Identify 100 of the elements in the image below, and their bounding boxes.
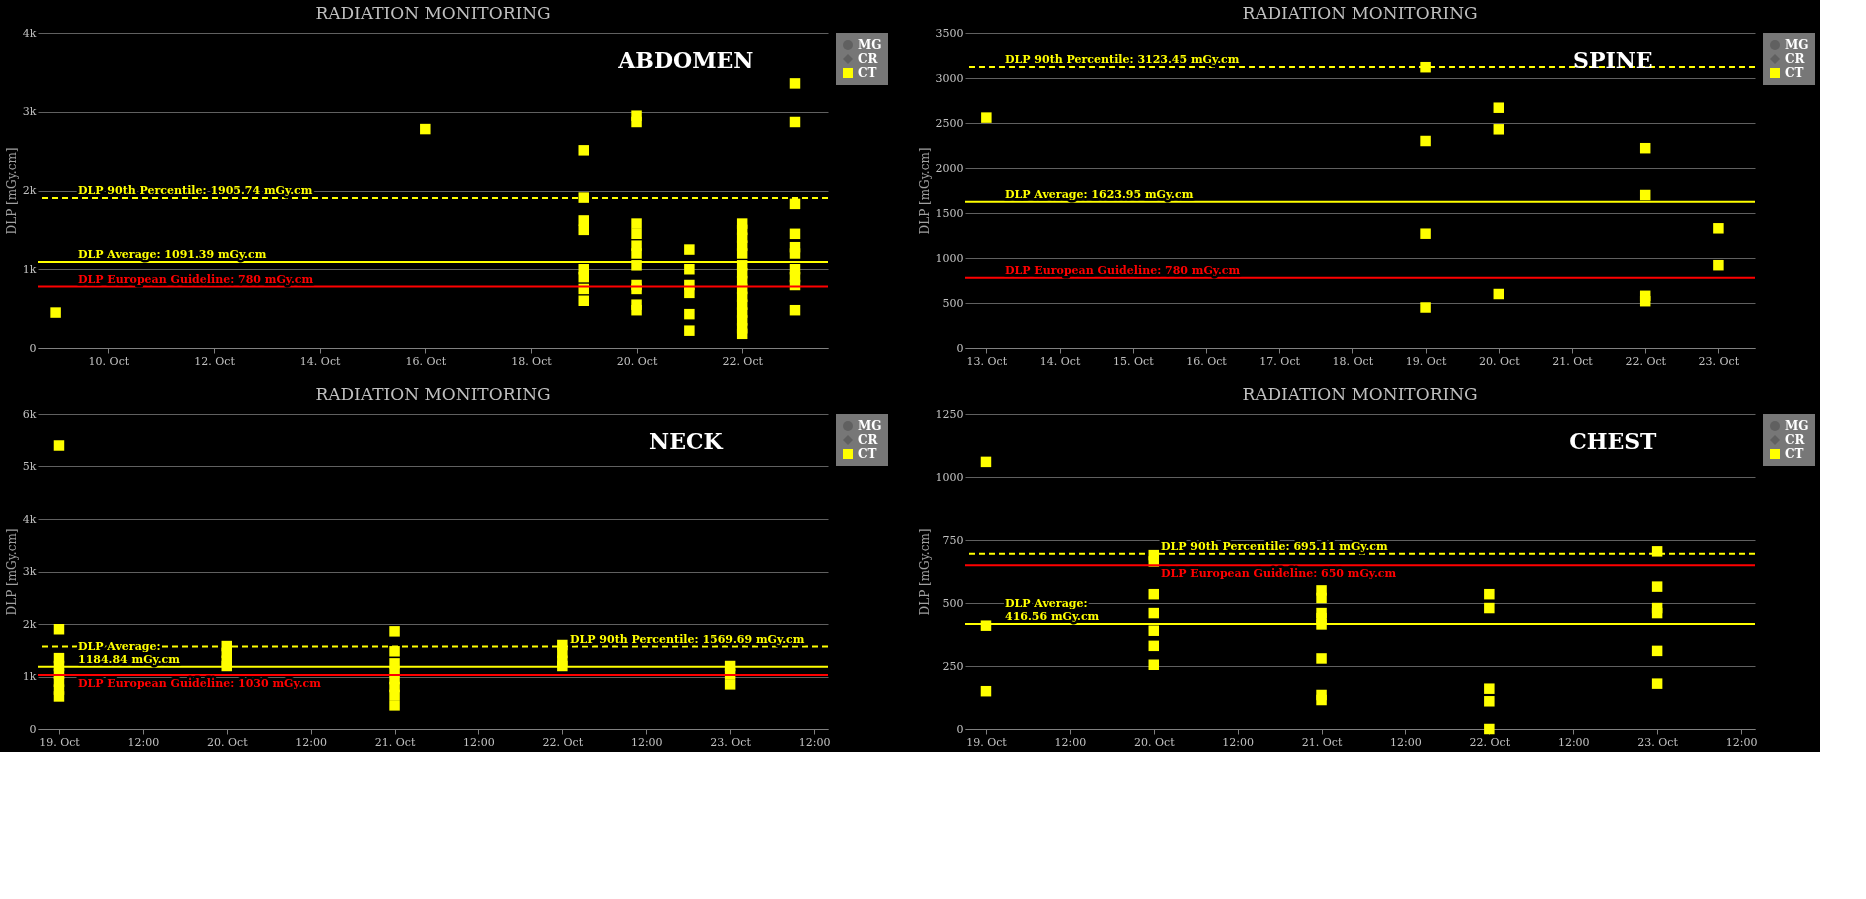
- annotation: ABDOMEN: [617, 47, 754, 73]
- point: [578, 295, 589, 306]
- annotation: NECK: [649, 428, 724, 454]
- point: [684, 287, 695, 299]
- point: [1148, 625, 1160, 636]
- point: [53, 624, 65, 635]
- point: [1316, 653, 1327, 664]
- x-tick-label: 17. Oct: [1259, 354, 1301, 368]
- y-tick-label: 0: [29, 341, 37, 355]
- chart-title: RADIATION MONITORING: [315, 384, 551, 404]
- x-tick-label: 22. Oct: [722, 354, 764, 368]
- point: [1316, 592, 1327, 604]
- point: [1148, 659, 1160, 670]
- x-tick-label: 12:00: [630, 735, 663, 749]
- y-tick-label: 1k: [22, 262, 37, 276]
- point: [50, 307, 61, 318]
- x-tick-label: 12. Oct: [194, 354, 236, 368]
- legend-label: CT: [1785, 447, 1804, 461]
- point: [53, 691, 65, 702]
- ref-line-label: DLP European Guideline: 1030 mGy.cm: [78, 676, 322, 690]
- point: [1651, 607, 1663, 619]
- x-tick-label: 23. Oct: [1698, 354, 1740, 368]
- y-tick-label: 1250: [935, 407, 964, 421]
- point: [1493, 102, 1505, 113]
- point: [389, 646, 400, 657]
- point: [631, 116, 642, 128]
- point: [389, 689, 400, 701]
- y-tick-label: 1000: [935, 251, 964, 265]
- point: [789, 198, 801, 210]
- point: [1493, 124, 1505, 135]
- point: [631, 228, 642, 240]
- x-tick-label: 22. Oct: [1625, 354, 1667, 368]
- legend-label: CR: [1785, 433, 1806, 447]
- x-tick-label: 18. Oct: [511, 354, 553, 368]
- point: [1651, 678, 1663, 689]
- point: [789, 228, 801, 240]
- y-tick-label: 0: [956, 341, 964, 355]
- x-tick-label: 12:00: [295, 735, 328, 749]
- x-tick-label: 20. Oct: [616, 354, 658, 368]
- x-tick-label: 20. Oct: [1478, 354, 1521, 368]
- point: [981, 112, 992, 123]
- point: [578, 215, 589, 226]
- point: [1148, 588, 1160, 600]
- annotation: CHEST: [1569, 428, 1658, 454]
- y-tick-label: 2500: [935, 116, 964, 130]
- ref-line-label: DLP 90th Percentile: 695.11 mGy.cm: [1161, 539, 1388, 553]
- point: [1420, 302, 1431, 313]
- point: [1713, 259, 1724, 271]
- point: [789, 304, 801, 316]
- y-tick-label: 3k: [22, 105, 37, 119]
- y-axis-title: DLP [mGy.cm]: [4, 147, 19, 235]
- legend-label: CT: [1785, 66, 1804, 80]
- point: [724, 679, 736, 690]
- legend-label: CT: [858, 447, 877, 461]
- y-axis-title: DLP [mGy.cm]: [917, 528, 932, 616]
- ref-line-label: DLP European Guideline: 780 mGy.cm: [78, 272, 314, 286]
- point: [684, 308, 695, 320]
- point: [631, 248, 642, 259]
- ref-line-label: DLP Average: 416.56 mGy.cm: [1005, 597, 1100, 624]
- ref-line-label: DLP 90th Percentile: 1905.74 mGy.cm: [78, 183, 313, 197]
- point: [736, 328, 748, 340]
- x-tick-label: 23. Oct: [1637, 735, 1679, 749]
- point: [980, 456, 992, 468]
- point: [684, 325, 695, 336]
- ref-line-label: DLP Average: 1091.39 mGy.cm: [78, 248, 267, 262]
- y-tick-label: 0: [29, 722, 37, 736]
- legend-label: MG: [1785, 38, 1809, 52]
- ref-line-label: DLP 90th Percentile: 3123.45 mGy.cm: [1005, 52, 1240, 66]
- x-tick-label: 20. Oct: [1133, 735, 1176, 749]
- ref-line-label: DLP 90th Percentile: 1569.69 mGy.cm: [570, 632, 805, 646]
- x-tick-label: 19. Oct: [39, 735, 81, 749]
- y-tick-label: 3500: [935, 26, 964, 40]
- x-tick-label: 19. Oct: [966, 735, 1008, 749]
- x-tick-label: 21. Oct: [1301, 735, 1343, 749]
- point: [578, 224, 589, 236]
- point: [1484, 588, 1495, 600]
- y-axis-title: DLP [mGy.cm]: [917, 147, 932, 235]
- x-tick-label: 15. Oct: [1112, 354, 1155, 368]
- point: [1420, 228, 1431, 239]
- point: [1713, 223, 1724, 234]
- point: [1493, 288, 1505, 300]
- point: [684, 264, 695, 275]
- y-tick-label: 750: [942, 533, 964, 547]
- point: [980, 685, 992, 697]
- x-tick-label: 12:00: [1557, 735, 1590, 749]
- y-tick-label: 2k: [22, 184, 37, 197]
- point: [1316, 694, 1327, 706]
- ref-line-label: DLP European Guideline: 650 mGy.cm: [1161, 567, 1397, 581]
- y-tick-label: 4k: [22, 26, 37, 40]
- point: [1148, 607, 1160, 619]
- x-tick-label: 10. Oct: [88, 354, 130, 368]
- ref-line-label: DLP European Guideline: 780 mGy.cm: [1005, 263, 1241, 277]
- chart-title: RADIATION MONITORING: [315, 3, 551, 23]
- x-tick-label: 14. Oct: [1039, 354, 1081, 368]
- x-tick-label: 22. Oct: [1469, 735, 1511, 749]
- legend-label: CR: [858, 433, 879, 447]
- point: [1484, 696, 1495, 707]
- point: [631, 218, 642, 229]
- legend-label: CR: [858, 52, 879, 66]
- legend-label: MG: [858, 38, 882, 52]
